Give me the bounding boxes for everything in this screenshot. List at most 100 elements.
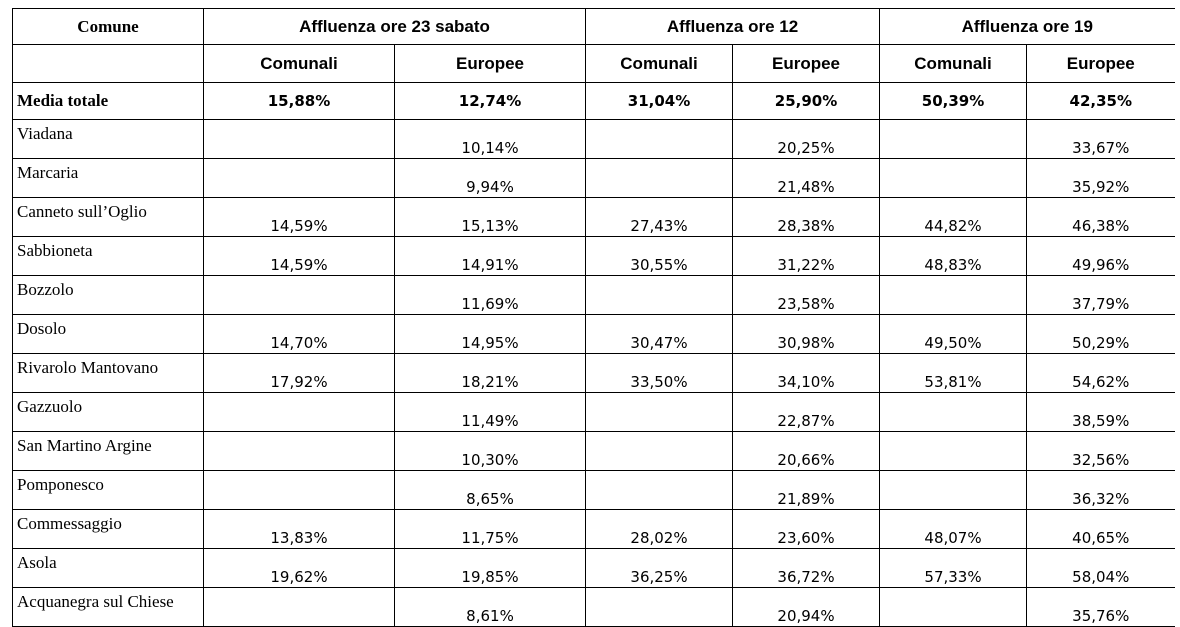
- table-row: Sabbioneta 14,59% 14,91% 30,55% 31,22% 48,83%…: [12, 236, 1175, 276]
- value-cell: 20,94%: [732, 587, 881, 627]
- value-cell: 31,22%: [732, 236, 881, 276]
- comune-name: Dosolo: [12, 314, 204, 354]
- value-cell: [585, 158, 734, 198]
- value-cell: [585, 431, 734, 471]
- value-cell: 18,21%: [393, 353, 587, 393]
- value-cell: 40,65%: [1026, 509, 1175, 549]
- empty-header-cell: [12, 44, 204, 83]
- value-cell: 53,81%: [879, 353, 1028, 393]
- comune-name: Acquanegra sul Chiese: [12, 587, 204, 627]
- value-cell: [879, 431, 1028, 471]
- table-row: Pomponesco 8,65% 21,89% 36,32%: [12, 470, 1175, 510]
- value-cell: 28,38%: [732, 197, 881, 237]
- media-value: 15,88%: [203, 82, 395, 120]
- sub-header: Europee: [1026, 44, 1175, 83]
- value-cell: 14,91%: [393, 236, 587, 276]
- value-cell: 36,25%: [585, 548, 734, 588]
- value-cell: 35,92%: [1026, 158, 1175, 198]
- sub-header: Europee: [393, 44, 587, 83]
- media-value: 31,04%: [585, 82, 734, 120]
- comune-name: Commessaggio: [12, 509, 204, 549]
- value-cell: 10,30%: [393, 431, 587, 471]
- value-cell: [879, 392, 1028, 432]
- value-cell: 48,07%: [879, 509, 1028, 549]
- value-cell: 19,62%: [203, 548, 395, 588]
- value-cell: [879, 587, 1028, 627]
- header-row-sub: Comunali Europee Comunali Europee Comuna…: [12, 44, 1175, 83]
- value-cell: 33,50%: [585, 353, 734, 393]
- value-cell: 20,25%: [732, 119, 881, 159]
- value-cell: 13,83%: [203, 509, 395, 549]
- value-cell: 36,32%: [1026, 470, 1175, 510]
- value-cell: [585, 275, 734, 315]
- value-cell: 49,96%: [1026, 236, 1175, 276]
- value-cell: 36,72%: [732, 548, 881, 588]
- value-cell: 15,13%: [393, 197, 587, 237]
- comune-name: Viadana: [12, 119, 204, 159]
- comune-name: Sabbioneta: [12, 236, 204, 276]
- value-cell: 30,47%: [585, 314, 734, 354]
- value-cell: 10,14%: [393, 119, 587, 159]
- value-cell: [585, 470, 734, 510]
- sub-header: Comunali: [879, 44, 1028, 83]
- comune-name: Rivarolo Mantovano: [12, 353, 204, 393]
- value-cell: 17,92%: [203, 353, 395, 393]
- value-cell: [203, 587, 395, 627]
- group-header-ore-19: Affluenza ore 19: [879, 8, 1175, 45]
- table-row: San Martino Argine 10,30% 20,66% 32,56%: [12, 431, 1175, 471]
- value-cell: 11,75%: [393, 509, 587, 549]
- value-cell: 19,85%: [393, 548, 587, 588]
- comune-header: Comune: [12, 8, 204, 45]
- sub-header: Europee: [732, 44, 881, 83]
- comune-name: Pomponesco: [12, 470, 204, 510]
- value-cell: 32,56%: [1026, 431, 1175, 471]
- table-row: Gazzuolo 11,49% 22,87% 38,59%: [12, 392, 1175, 432]
- value-cell: [879, 158, 1028, 198]
- value-cell: [879, 119, 1028, 159]
- table-row: Acquanegra sul Chiese 8,61% 20,94% 35,76%: [12, 587, 1175, 627]
- value-cell: [585, 587, 734, 627]
- value-cell: 22,87%: [732, 392, 881, 432]
- table-row: Bozzolo 11,69% 23,58% 37,79%: [12, 275, 1175, 315]
- value-cell: [879, 470, 1028, 510]
- comune-name: Marcaria: [12, 158, 204, 198]
- media-value: 42,35%: [1026, 82, 1175, 120]
- value-cell: 28,02%: [585, 509, 734, 549]
- value-cell: 37,79%: [1026, 275, 1175, 315]
- value-cell: 49,50%: [879, 314, 1028, 354]
- value-cell: 9,94%: [393, 158, 587, 198]
- value-cell: 8,61%: [393, 587, 587, 627]
- media-totale-row: Media totale 15,88% 12,74% 31,04% 25,90%…: [12, 82, 1175, 120]
- value-cell: [203, 275, 395, 315]
- media-value: 12,74%: [393, 82, 587, 120]
- header-row-groups: Comune Affluenza ore 23 sabato Affluenza…: [12, 8, 1175, 45]
- value-cell: [203, 158, 395, 198]
- value-cell: 46,38%: [1026, 197, 1175, 237]
- value-cell: 14,59%: [203, 236, 395, 276]
- media-value: 50,39%: [879, 82, 1028, 120]
- value-cell: [879, 275, 1028, 315]
- value-cell: 50,29%: [1026, 314, 1175, 354]
- value-cell: 20,66%: [732, 431, 881, 471]
- table-row: Asola 19,62% 19,85% 36,25% 36,72% 57,33% 58,04…: [12, 548, 1175, 588]
- value-cell: 14,70%: [203, 314, 395, 354]
- table-row: Commessaggio 13,83% 11,75% 28,02% 23,60% 48,0…: [12, 509, 1175, 549]
- sub-header: Comunali: [203, 44, 395, 83]
- value-cell: 34,10%: [732, 353, 881, 393]
- value-cell: [203, 119, 395, 159]
- value-cell: [585, 392, 734, 432]
- value-cell: 58,04%: [1026, 548, 1175, 588]
- value-cell: 38,59%: [1026, 392, 1175, 432]
- value-cell: 11,69%: [393, 275, 587, 315]
- media-value: 25,90%: [732, 82, 881, 120]
- value-cell: 23,58%: [732, 275, 881, 315]
- value-cell: 33,67%: [1026, 119, 1175, 159]
- value-cell: [203, 431, 395, 471]
- comune-name: San Martino Argine: [12, 431, 204, 471]
- value-cell: 14,95%: [393, 314, 587, 354]
- table-row: Dosolo 14,70% 14,95% 30,47% 30,98% 49,50% 50,2…: [12, 314, 1175, 354]
- value-cell: 27,43%: [585, 197, 734, 237]
- affluenza-table: Comune Affluenza ore 23 sabato Affluenza…: [12, 8, 1175, 627]
- media-totale-label: Media totale: [12, 82, 204, 120]
- comune-name: Gazzuolo: [12, 392, 204, 432]
